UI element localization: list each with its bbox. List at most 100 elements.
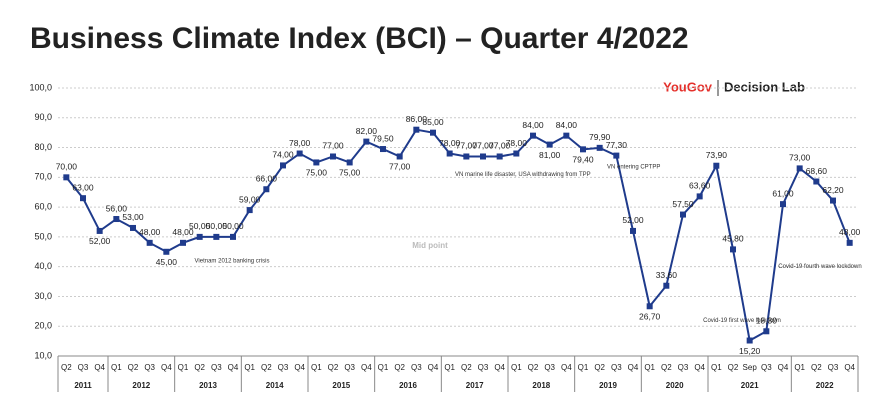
x-tick-label: Q1 bbox=[794, 363, 805, 372]
marker bbox=[546, 141, 553, 148]
data-label: 70,00 bbox=[56, 162, 78, 172]
marker bbox=[796, 165, 803, 172]
x-tick-label: Q1 bbox=[444, 363, 455, 372]
x-tick-label: Q1 bbox=[244, 363, 255, 372]
data-label: 86,00 bbox=[406, 114, 428, 124]
data-label: 50,00 bbox=[206, 221, 228, 231]
x-tick-label: Q1 bbox=[311, 363, 322, 372]
x-tick-label: Q1 bbox=[378, 363, 389, 372]
brand-logo: Decision Lab bbox=[724, 79, 805, 94]
x-tick-label: Q2 bbox=[194, 363, 205, 372]
marker bbox=[180, 239, 186, 246]
marker bbox=[680, 211, 686, 218]
marker bbox=[696, 193, 703, 200]
x-tick-label: Q2 bbox=[61, 363, 72, 372]
y-tick-label: 100,0 bbox=[29, 82, 52, 92]
data-label: 53,00 bbox=[122, 212, 144, 222]
year-label: 2022 bbox=[816, 381, 834, 390]
data-label: 78,00 bbox=[289, 138, 311, 148]
marker bbox=[163, 248, 170, 255]
data-label: 77,00 bbox=[389, 162, 411, 172]
data-label: 77,00 bbox=[322, 141, 344, 151]
y-tick-label: 40,0 bbox=[34, 261, 52, 271]
x-tick-label: Q2 bbox=[261, 363, 272, 372]
annotation: VN marine life disaster, USA withdrawing… bbox=[455, 172, 591, 178]
marker bbox=[146, 239, 153, 246]
marker bbox=[80, 195, 86, 202]
x-tick-label: Q4 bbox=[694, 363, 705, 372]
data-label: 33,60 bbox=[656, 270, 678, 280]
x-tick-label: Q4 bbox=[561, 363, 572, 372]
data-label: 73,90 bbox=[706, 150, 728, 160]
marker bbox=[330, 153, 336, 160]
x-tick-label: Q3 bbox=[544, 363, 555, 372]
x-tick-label: Q2 bbox=[528, 363, 539, 372]
brand-logo: YouGov bbox=[663, 79, 713, 94]
data-label: 84,00 bbox=[522, 120, 544, 130]
marker bbox=[363, 138, 370, 145]
data-label: 63,60 bbox=[689, 181, 711, 191]
y-tick-label: 70,0 bbox=[34, 172, 52, 182]
marker bbox=[263, 186, 270, 193]
x-tick-label: Q4 bbox=[161, 363, 172, 372]
marker bbox=[380, 146, 386, 153]
x-tick-label: Q2 bbox=[811, 363, 822, 372]
marker bbox=[780, 201, 786, 208]
y-tick-label: 50,0 bbox=[34, 231, 52, 241]
data-label: 79,40 bbox=[572, 155, 594, 165]
y-tick-label: 10,0 bbox=[34, 350, 52, 360]
marker bbox=[346, 159, 353, 166]
x-tick-label: Q3 bbox=[78, 363, 89, 372]
x-tick-label: Q2 bbox=[128, 363, 139, 372]
x-tick-label: Q4 bbox=[844, 363, 855, 372]
marker bbox=[763, 328, 770, 335]
data-label: 75,00 bbox=[339, 168, 361, 178]
marker bbox=[596, 144, 603, 151]
data-label: 57,50 bbox=[672, 199, 694, 209]
x-tick-label: Q2 bbox=[328, 363, 339, 372]
x-tick-label: Q3 bbox=[144, 363, 155, 372]
x-tick-label: Q4 bbox=[778, 363, 789, 372]
data-label: 84,00 bbox=[556, 120, 578, 130]
marker bbox=[296, 150, 303, 157]
data-label: 61,00 bbox=[772, 188, 794, 198]
data-label: 73,00 bbox=[789, 153, 811, 163]
data-label: 77,00 bbox=[489, 141, 511, 151]
y-tick-label: 90,0 bbox=[34, 112, 52, 122]
marker bbox=[63, 174, 70, 181]
marker bbox=[563, 132, 570, 139]
annotation: Mid point bbox=[412, 241, 448, 250]
data-label: 18,30 bbox=[756, 316, 778, 326]
x-tick-label: Q1 bbox=[644, 363, 655, 372]
x-tick-label: Q1 bbox=[578, 363, 589, 372]
x-tick-label: Q2 bbox=[461, 363, 472, 372]
data-label: 79,50 bbox=[372, 133, 394, 143]
data-label: 77,00 bbox=[456, 141, 478, 151]
data-label: 79,90 bbox=[589, 132, 611, 142]
annotation: Covid-19 fourth wave lockdown bbox=[778, 264, 861, 270]
x-tick-label: Q2 bbox=[594, 363, 605, 372]
y-tick-label: 60,0 bbox=[34, 201, 52, 211]
data-label: 85,00 bbox=[422, 117, 444, 127]
marker bbox=[813, 178, 820, 185]
x-tick-label: Q3 bbox=[344, 363, 355, 372]
x-tick-label: Q3 bbox=[278, 363, 289, 372]
marker bbox=[663, 282, 670, 289]
x-tick-label: Q3 bbox=[828, 363, 839, 372]
marker bbox=[613, 152, 620, 159]
data-label: 77,00 bbox=[472, 141, 494, 151]
annotation: Covid-19 first wave lockdown bbox=[703, 318, 781, 324]
x-tick-label: Q1 bbox=[178, 363, 189, 372]
data-label: 48,00 bbox=[172, 227, 194, 237]
data-label: 74,00 bbox=[272, 150, 294, 160]
x-tick-label: Q4 bbox=[94, 363, 105, 372]
annotation: VN entering CPTPP bbox=[607, 164, 660, 170]
year-label: 2011 bbox=[74, 381, 92, 390]
annotation: Vietnam 2012 banking crisis bbox=[195, 258, 270, 264]
marker bbox=[96, 227, 103, 234]
data-label: 52,00 bbox=[89, 236, 111, 246]
data-label: 56,00 bbox=[106, 203, 128, 213]
marker bbox=[130, 224, 136, 231]
marker bbox=[430, 129, 436, 136]
year-label: 2014 bbox=[266, 381, 284, 390]
